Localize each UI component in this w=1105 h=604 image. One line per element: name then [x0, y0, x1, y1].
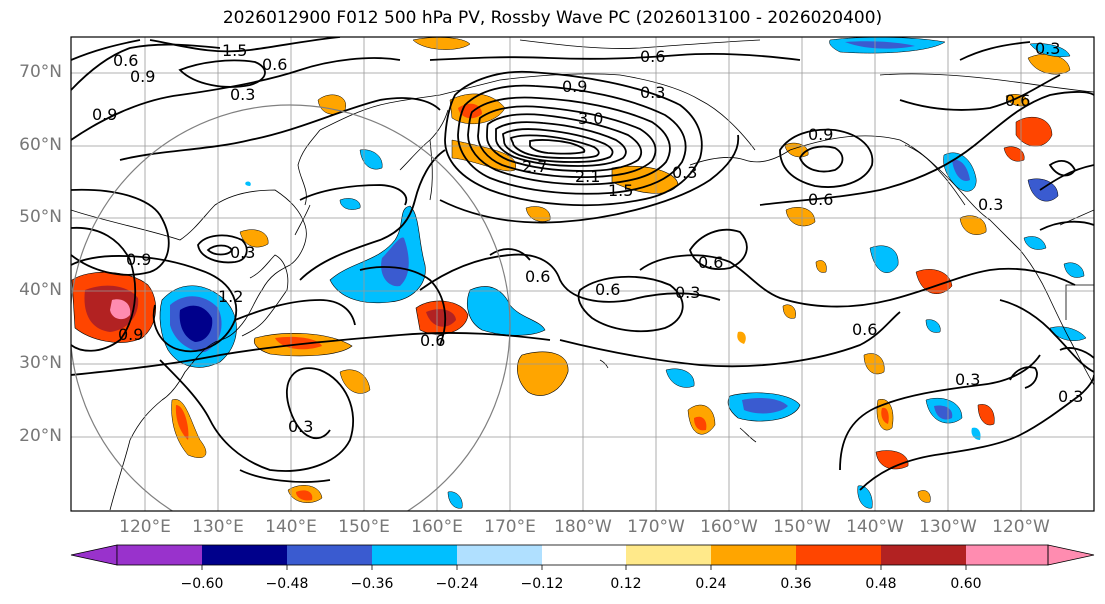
colorbar-tick-label: −0.48 [265, 576, 309, 592]
colorbar-bin [287, 545, 372, 565]
lat-label: 20°N [19, 426, 62, 446]
lon-label: 140°W [846, 517, 904, 537]
contour-label: 1.2 [218, 287, 243, 306]
contour-label: 0.3 [640, 83, 665, 102]
pv-contours [71, 37, 1094, 491]
colorbar-extend-high [1047, 544, 1095, 566]
colorbar-bin [202, 545, 287, 565]
colorbar-bin [372, 545, 457, 565]
lat-label: 70°N [19, 62, 62, 82]
lon-label: 160°W [700, 517, 758, 537]
colorbar-extend-low [70, 544, 118, 566]
lon-label: 150°W [773, 517, 831, 537]
colorbar-tick-label: −0.60 [180, 576, 224, 592]
colorbar-tick-label: 0.60 [950, 576, 982, 592]
contour-label: 0.9 [92, 105, 117, 124]
contour-label: 0.6 [640, 47, 665, 66]
contour-label: 0.3 [230, 85, 255, 104]
colorbar-tick-label: −0.36 [350, 576, 394, 592]
map-title: 2026012900 F012 500 hPa PV, Rossby Wave … [222, 8, 883, 28]
colorbar-bin [626, 545, 711, 565]
contour-label: 0.6 [595, 280, 620, 299]
lat-label: 60°N [19, 135, 62, 155]
contour-label: 0.9 [130, 67, 155, 86]
colorbar-bin [881, 545, 966, 565]
lon-label: 130°W [919, 517, 977, 537]
lon-label: 160°E [411, 517, 463, 537]
lon-label: 140°E [265, 517, 317, 537]
contour-label: 0.3 [672, 163, 697, 182]
colorbar-bin [542, 545, 626, 565]
colorbar-bin [711, 545, 796, 565]
contour-label: 0.6 [852, 320, 877, 339]
contour-label: 0.6 [1005, 91, 1030, 110]
lat-label: 30°N [19, 353, 62, 373]
colorbar-tick-label: 0.12 [610, 576, 642, 592]
contour-label: 2.1 [575, 167, 600, 186]
colorbar-tick-label: −0.24 [435, 576, 479, 592]
contour-label: 0.6 [262, 55, 287, 74]
contour-label: 0.9 [562, 77, 587, 96]
contour-label: 0.6 [808, 190, 833, 209]
contour-label: 1.5 [608, 181, 633, 200]
colorbar-tick-label: 0.36 [780, 576, 812, 592]
contour-label: 0.6 [698, 253, 723, 272]
contour-label: 1.5 [222, 41, 247, 60]
colorbar-bin [457, 545, 542, 565]
colorbar-tick-label: −0.12 [520, 576, 564, 592]
colorbar-bin [966, 545, 1048, 565]
wave-packet-circle [71, 104, 511, 511]
contour-label: 0.3 [230, 243, 255, 262]
contour-labels: 1.5 0.6 0.9 0.3 0.6 0.9 0.3 0.6 0.9 0.3 … [92, 39, 1083, 436]
contour-label: 0.3 [1058, 387, 1083, 406]
lat-label: 50°N [19, 207, 62, 227]
contour-label: 0.3 [675, 283, 700, 302]
colorbar-bin [796, 545, 881, 565]
colorbar-tick-label: 0.24 [695, 576, 727, 592]
colorbar-bin [117, 545, 202, 565]
lon-label: 170°W [627, 517, 685, 537]
lon-label: 150°E [338, 517, 390, 537]
contour-label: 0.9 [118, 325, 143, 344]
contour-label: 3.0 [578, 109, 603, 128]
lon-label: 120°E [119, 517, 171, 537]
lon-label: 120°W [992, 517, 1050, 537]
colorbar [70, 544, 1095, 570]
contour-label: 0.9 [808, 125, 833, 144]
contour-label: 0.3 [1035, 39, 1060, 58]
lon-label: 130°E [192, 517, 244, 537]
neg-anomaly-northwest-pacific [329, 205, 426, 304]
contour-label: 0.6 [420, 331, 445, 350]
contour-label: 0.3 [978, 195, 1003, 214]
map-frame [70, 36, 1095, 512]
contour-label: 0.9 [126, 250, 151, 269]
contour-label: 2.7 [522, 157, 547, 176]
lon-label: 170°E [484, 517, 536, 537]
colorbar-tick-label: 0.48 [865, 576, 897, 592]
lon-label: 180°W [554, 517, 612, 537]
contour-label: 0.3 [288, 417, 313, 436]
contour-label: 0.6 [525, 267, 550, 286]
contour-label: 0.3 [955, 370, 980, 389]
contour-label: 0.6 [113, 51, 138, 70]
pos-anomaly-west-peak [110, 299, 131, 320]
lat-label: 40°N [19, 280, 62, 300]
